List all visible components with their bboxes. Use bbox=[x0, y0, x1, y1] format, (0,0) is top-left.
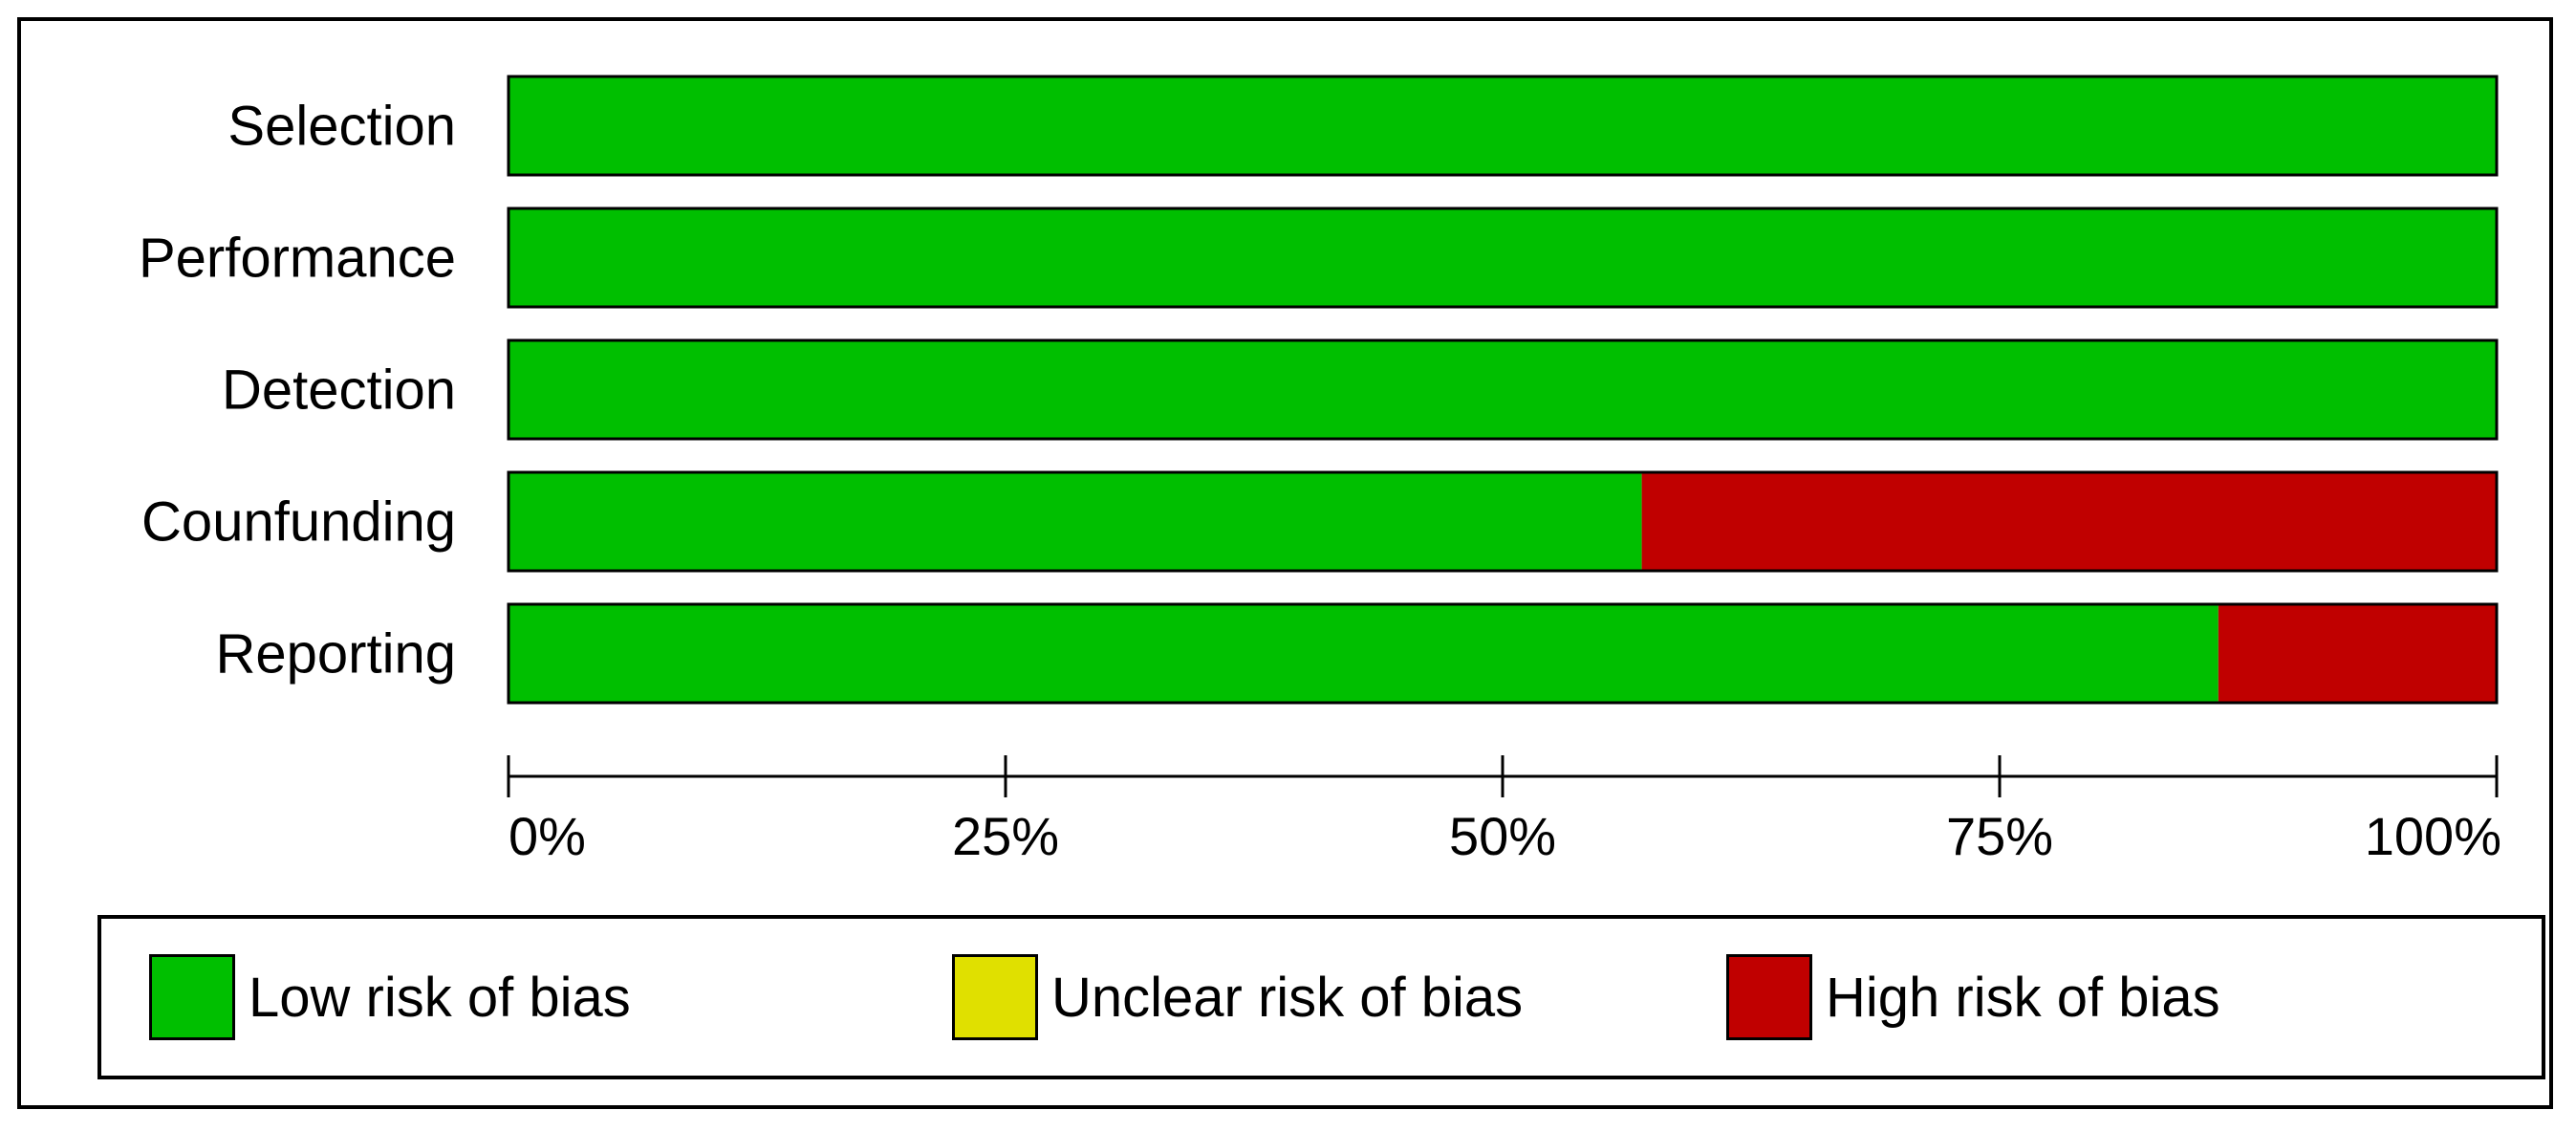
legend-item-low: Low risk of bias bbox=[149, 919, 631, 1076]
bar-outline-reporting bbox=[507, 602, 2499, 705]
bar-segment-performance-low bbox=[509, 208, 2497, 307]
bar-segment-selection-low bbox=[509, 76, 2497, 175]
category-label-selection: Selection bbox=[227, 96, 456, 158]
category-label-counfunding: Counfunding bbox=[141, 491, 456, 554]
category-label-performance: Performance bbox=[139, 228, 456, 290]
bar-segment-counfunding-low bbox=[509, 472, 1642, 571]
bar-segment-reporting-low bbox=[509, 604, 2219, 703]
x-tick-label-1: 25% bbox=[952, 806, 1059, 866]
x-tick-label-3: 75% bbox=[1946, 806, 2053, 866]
legend-swatch-low bbox=[149, 954, 235, 1040]
bar-segment-detection-low bbox=[509, 340, 2497, 439]
bar-outline-detection bbox=[507, 338, 2499, 441]
legend-label-high: High risk of bias bbox=[1826, 966, 2220, 1029]
figure-frame: Selection Performance Detection Counfunding… bbox=[17, 17, 2553, 1109]
bar-segment-counfunding-high bbox=[1641, 472, 2497, 571]
legend-swatch-unclear bbox=[952, 954, 1038, 1040]
x-tick-label-0: 0% bbox=[509, 806, 586, 866]
bar-outline-selection bbox=[507, 75, 2499, 177]
bar-chart: Selection Performance Detection Counfunding… bbox=[139, 75, 2501, 866]
legend-swatch-high bbox=[1726, 954, 1812, 1040]
category-label-reporting: Reporting bbox=[216, 623, 456, 686]
x-tick-label-4: 100% bbox=[2365, 806, 2501, 866]
legend: Low risk of bias Unclear risk of bias Hi… bbox=[97, 915, 2545, 1079]
bar-outline-performance bbox=[507, 207, 2499, 309]
legend-label-unclear: Unclear risk of bias bbox=[1051, 966, 1524, 1029]
category-label-detection: Detection bbox=[222, 359, 456, 422]
legend-item-unclear: Unclear risk of bias bbox=[952, 919, 1523, 1076]
bar-segment-reporting-high bbox=[2218, 604, 2497, 703]
x-tick-label-2: 50% bbox=[1449, 806, 1556, 866]
bar-outline-counfunding bbox=[507, 470, 2499, 573]
legend-item-high: High risk of bias bbox=[1726, 919, 2220, 1076]
legend-label-low: Low risk of bias bbox=[249, 966, 631, 1029]
